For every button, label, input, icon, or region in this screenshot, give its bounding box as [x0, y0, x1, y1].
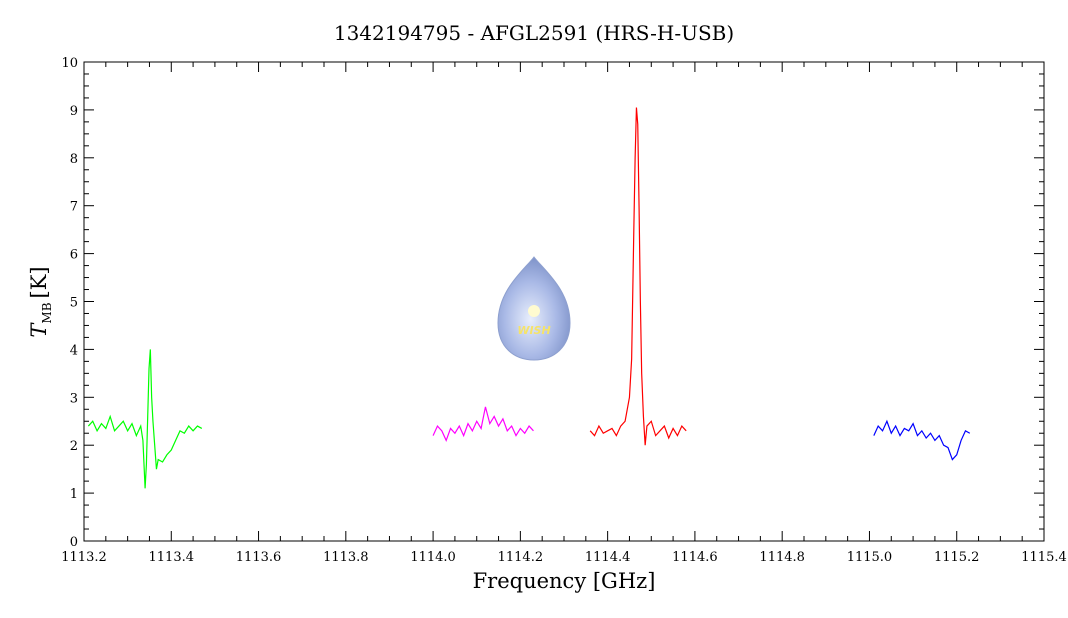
- y-tick-label: 10: [61, 56, 78, 71]
- x-axis-label: Frequency [GHz]: [473, 569, 656, 593]
- y-axis-label-text: TMB [K]: [27, 266, 54, 337]
- y-tick-label: 0: [70, 535, 78, 550]
- x-tick-label: 1113.6: [236, 550, 282, 565]
- spectrum-line: [432, 406, 534, 442]
- y-tick-label: 1: [70, 487, 78, 502]
- x-tick-label: 1113.4: [149, 550, 195, 565]
- chart-title: 1342194795 - AFGL2591 (HRS-H-USB): [334, 21, 734, 45]
- y-axis-label: TMB [K]: [27, 266, 54, 337]
- y-tick-label: 4: [70, 343, 78, 358]
- spectrum-line: [87, 349, 203, 489]
- x-tick-label: 1114.4: [585, 550, 631, 565]
- x-tick-label: 1114.8: [759, 550, 805, 565]
- y-tick-label: 5: [70, 296, 78, 311]
- y-axis-label-sub: MB: [40, 302, 54, 323]
- logo-text: WISH: [517, 324, 550, 337]
- spectrum-line: [589, 107, 687, 446]
- x-tick-label: 1113.2: [61, 550, 107, 565]
- plot-area: 1113.2 1113.4 1113.6 1113.8 1114.0 1114.2 1114…: [61, 56, 1067, 565]
- y-tick-label: 8: [70, 152, 78, 167]
- y-tick-label: 3: [70, 391, 78, 406]
- y-axis-label-main: T: [27, 322, 51, 338]
- x-tick-label: 1115.4: [1021, 550, 1067, 565]
- x-tick-label: 1114.2: [498, 550, 544, 565]
- x-tick-label: 1114.6: [672, 550, 718, 565]
- logo-star: [528, 305, 540, 317]
- y-tick-label: 7: [70, 200, 78, 215]
- x-tick-label: 1113.8: [323, 550, 369, 565]
- y-axis-label-unit: [K]: [27, 266, 51, 298]
- spectrum-line: [873, 419, 971, 461]
- wish-logo: WISH: [497, 256, 571, 361]
- y-tick-label: 9: [70, 104, 78, 119]
- y-tick-label: 2: [70, 439, 78, 454]
- x-tick-label: 1115.2: [934, 550, 980, 565]
- x-tick-label: 1114.0: [410, 550, 456, 565]
- x-tick-label: 1115.0: [847, 550, 893, 565]
- y-tick-label: 6: [70, 248, 78, 263]
